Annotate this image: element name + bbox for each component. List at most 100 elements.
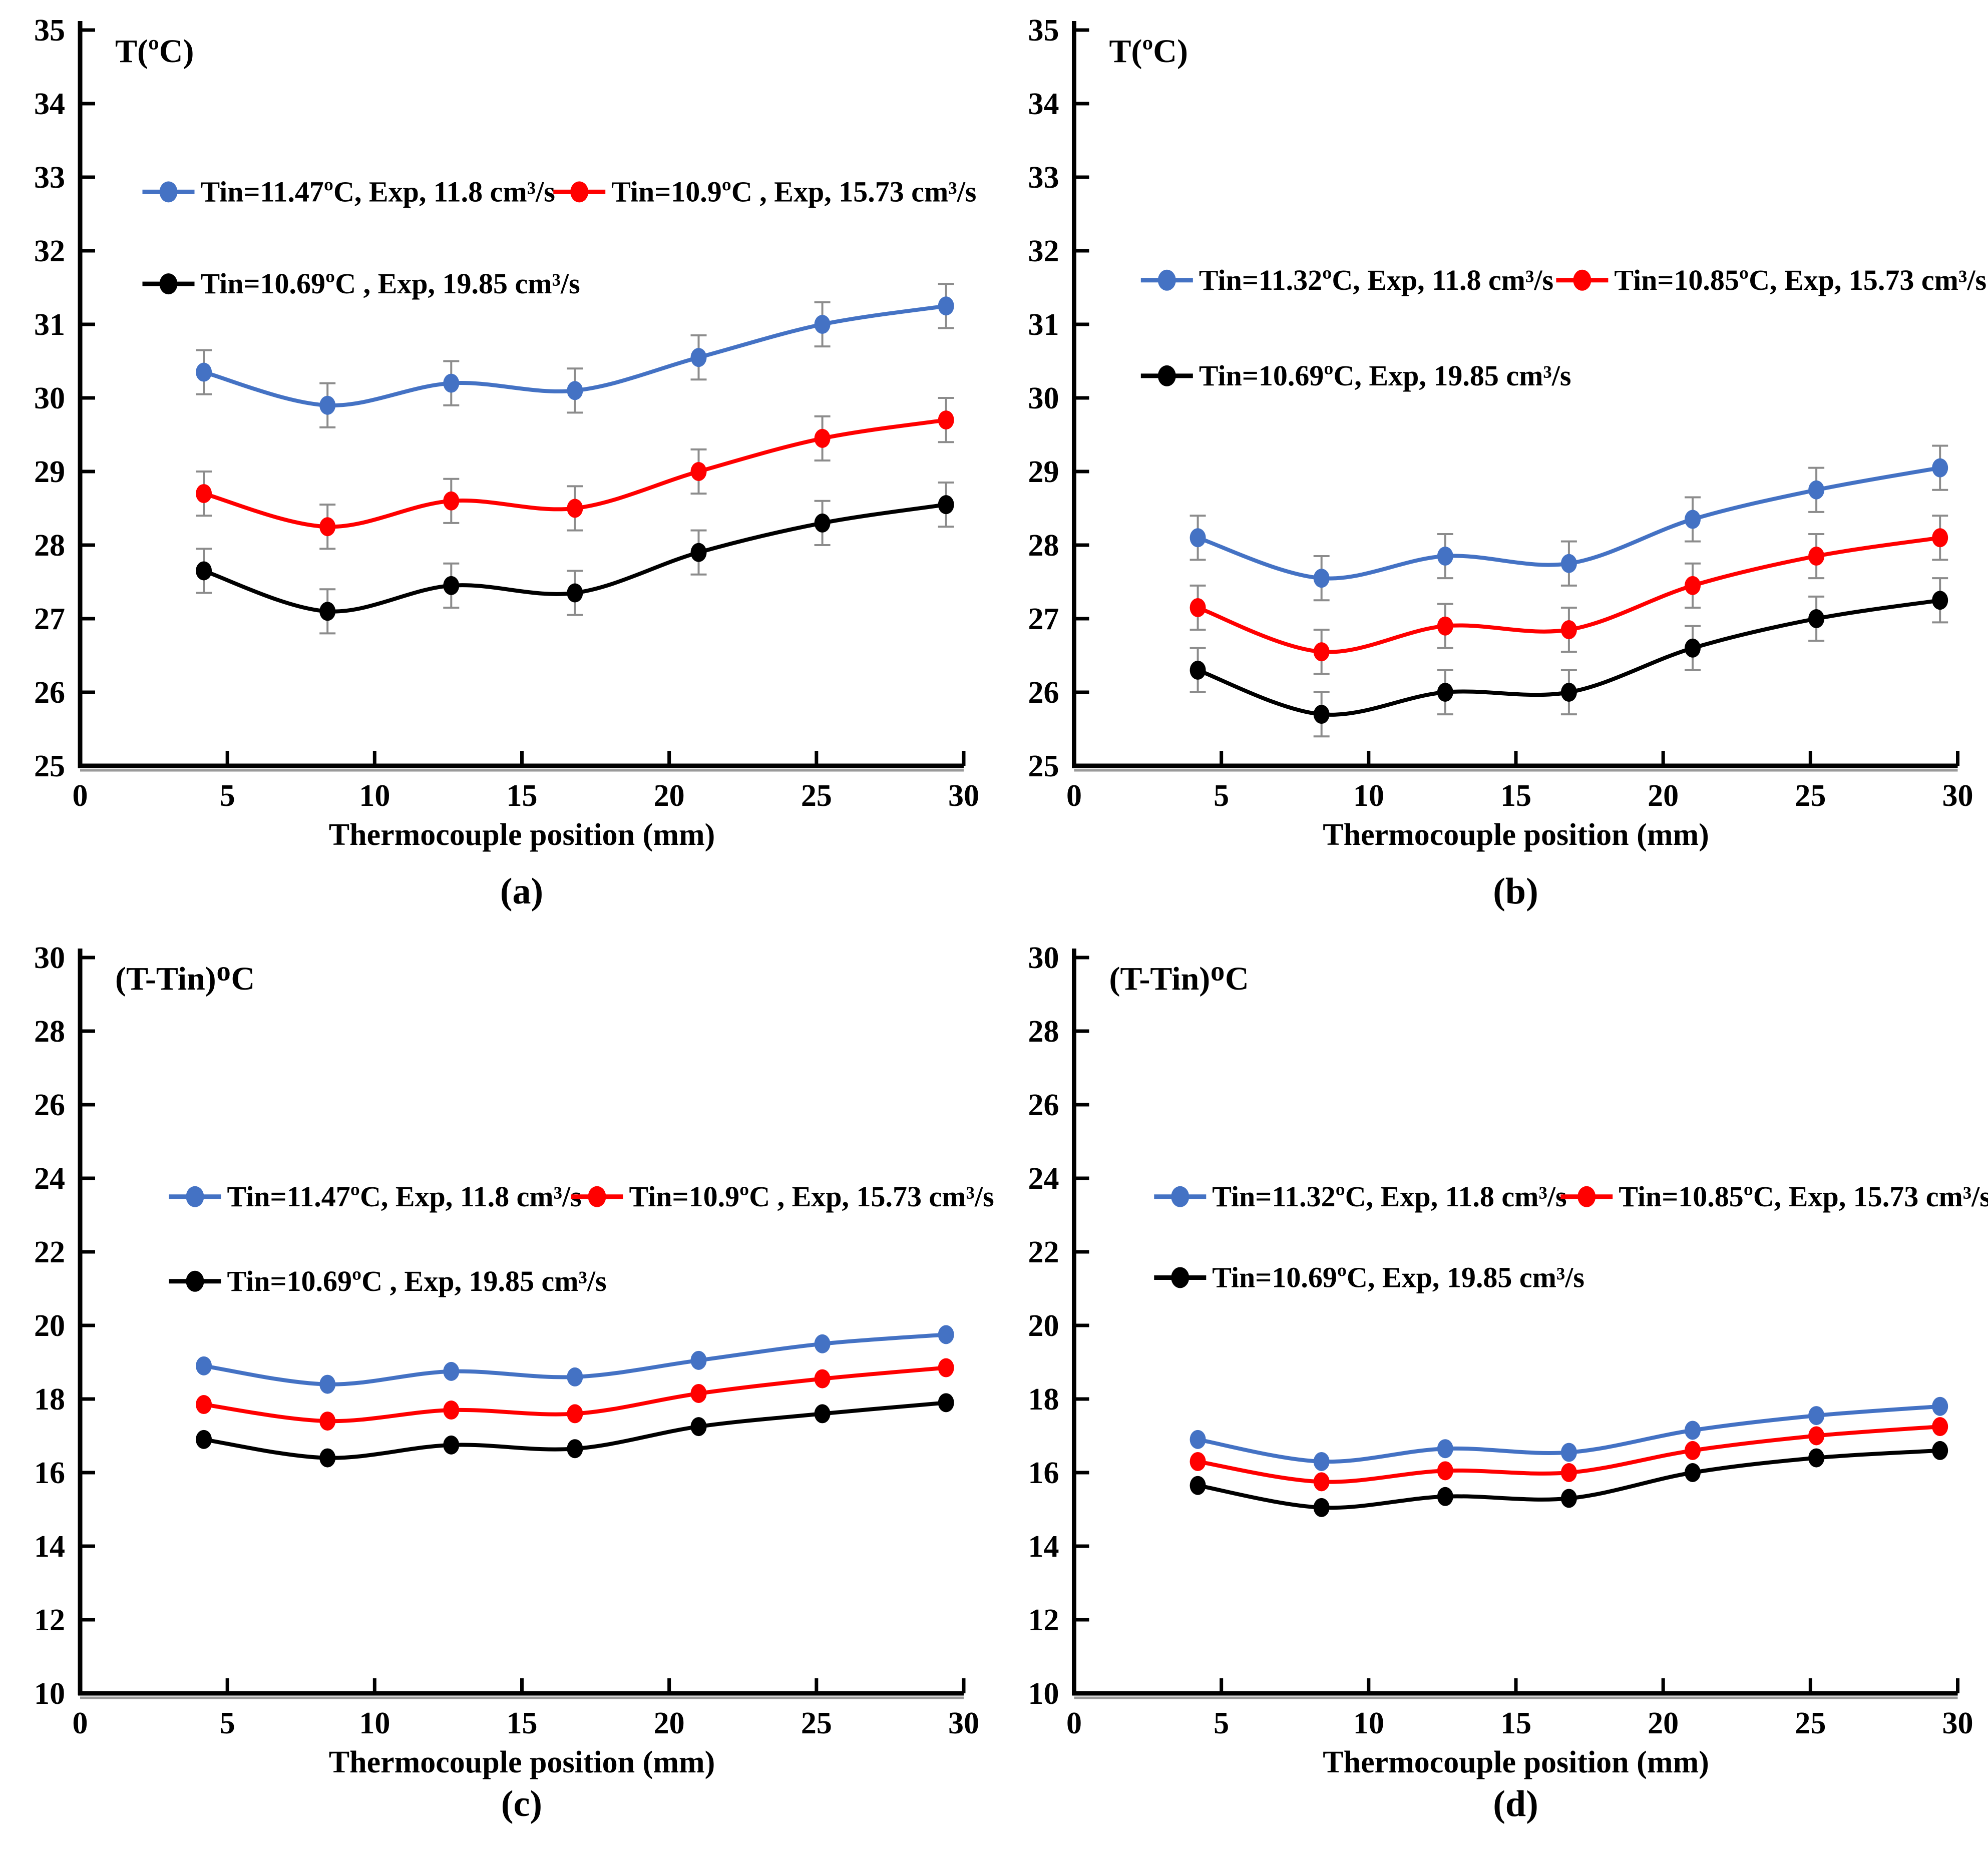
svg-text:24: 24 [1028, 1162, 1059, 1196]
svg-text:16: 16 [1028, 1456, 1059, 1490]
svg-text:30: 30 [34, 381, 65, 415]
svg-text:Tin=11.47ºC, Exp, 11.8 cm³/s: Tin=11.47ºC, Exp, 11.8 cm³/s [201, 175, 555, 208]
svg-text:5: 5 [1214, 1706, 1229, 1740]
svg-text:24: 24 [34, 1162, 65, 1196]
series-2 [196, 482, 954, 635]
svg-text:Tin=11.47ºC, Exp, 11.8 cm³/s: Tin=11.47ºC, Exp, 11.8 cm³/s [227, 1180, 581, 1213]
svg-text:25: 25 [1795, 1706, 1826, 1740]
svg-text:27: 27 [1028, 602, 1059, 636]
svg-text:28: 28 [34, 529, 65, 563]
svg-text:12: 12 [34, 1603, 65, 1637]
svg-text:0: 0 [73, 779, 88, 813]
svg-text:Tin=11.32ºC, Exp, 11.8 cm³/s: Tin=11.32ºC, Exp, 11.8 cm³/s [1212, 1180, 1566, 1213]
series-1 [196, 1358, 954, 1431]
panel-a: (a) 25 26 27 28 29 30 31 32 33 34 35 0 5 10 15 20 25 30 Th… [0, 0, 994, 928]
panel-a-caption: (a) [500, 871, 543, 912]
svg-text:0: 0 [73, 1706, 88, 1740]
svg-text:35: 35 [34, 14, 65, 48]
svg-text:22: 22 [1028, 1235, 1059, 1269]
series-1 [1189, 515, 1948, 675]
chart-d: (d) 10 12 14 16 18 20 22 24 26 28 30 0 5 10 15 20 25 30 Th… [1028, 941, 1988, 1824]
svg-text:10: 10 [359, 779, 390, 813]
x-axis-title: Thermocouple position (mm) [1323, 1745, 1709, 1779]
svg-text:0: 0 [1066, 1706, 1082, 1740]
svg-text:28: 28 [34, 1015, 65, 1049]
series-2 [1189, 1441, 1948, 1517]
series-2 [196, 1393, 954, 1468]
svg-text:Tin=10.85ºC, Exp, 15.73 cm³/s: Tin=10.85ºC, Exp, 15.73 cm³/s [1619, 1180, 1988, 1213]
y-axis-title: (T-Tin)ᴼC [115, 961, 255, 997]
svg-text:25: 25 [1795, 779, 1826, 813]
svg-text:5: 5 [220, 779, 235, 813]
chart-b: (b) 25 26 27 28 29 30 31 32 33 34 35 0 5 10 15 20 25 30 Th… [1028, 14, 1987, 912]
svg-text:31: 31 [34, 308, 65, 342]
legend: Tin=11.47ºC, Exp, 11.8 cm³/s Tin=10.9ºC ,… [169, 1180, 994, 1297]
svg-text:18: 18 [1028, 1382, 1059, 1417]
x-axis-title: Thermocouple position (mm) [329, 818, 715, 852]
svg-text:32: 32 [34, 234, 65, 268]
y-axis-title: (T-Tin)ᴼC [1109, 961, 1249, 997]
legend: Tin=11.32ºC, Exp, 11.8 cm³/s Tin=10.85ºC,… [1154, 1180, 1988, 1293]
svg-text:26: 26 [34, 1088, 65, 1122]
svg-text:15: 15 [507, 1706, 538, 1740]
svg-text:12: 12 [1028, 1603, 1059, 1637]
svg-text:20: 20 [654, 1706, 685, 1740]
series-2 [1189, 577, 1948, 738]
svg-text:26: 26 [1028, 1088, 1059, 1122]
svg-text:14: 14 [34, 1530, 65, 1564]
svg-text:25: 25 [801, 1706, 832, 1740]
svg-text:34: 34 [1028, 87, 1059, 121]
svg-text:Tin=10.9ºC , Exp, 15.73 cm³/s: Tin=10.9ºC , Exp, 15.73 cm³/s [629, 1180, 994, 1213]
svg-text:31: 31 [1028, 308, 1059, 342]
panel-d-caption: (d) [1493, 1783, 1538, 1824]
panel-b: (b) 25 26 27 28 29 30 31 32 33 34 35 0 5 10 15 20 25 30 Th… [994, 0, 1988, 928]
svg-text:Tin=10.69ºC , Exp, 19.85 cm³/s: Tin=10.69ºC , Exp, 19.85 cm³/s [201, 267, 580, 300]
svg-text:30: 30 [1942, 1706, 1973, 1740]
legend: Tin=11.47ºC, Exp, 11.8 cm³/s Tin=10.9ºC ,… [142, 175, 976, 300]
svg-text:Tin=10.69ºC , Exp, 19.85 cm³/s: Tin=10.69ºC , Exp, 19.85 cm³/s [227, 1265, 606, 1297]
svg-text:30: 30 [948, 1706, 979, 1740]
svg-text:10: 10 [34, 1677, 65, 1711]
svg-text:Tin=11.32ºC, Exp, 11.8 cm³/s: Tin=11.32ºC, Exp, 11.8 cm³/s [1199, 264, 1553, 296]
svg-text:10: 10 [1353, 779, 1384, 813]
svg-text:5: 5 [220, 1706, 235, 1740]
svg-text:10: 10 [1028, 1677, 1059, 1711]
legend: Tin=11.32ºC, Exp, 11.8 cm³/s Tin=10.85ºC,… [1140, 264, 1986, 392]
svg-text:15: 15 [1500, 1706, 1531, 1740]
svg-text:33: 33 [1028, 161, 1059, 195]
svg-text:Tin=10.9ºC , Exp, 15.73 cm³/s: Tin=10.9ºC , Exp, 15.73 cm³/s [611, 175, 976, 208]
svg-text:Tin=10.69ºC, Exp, 19.85 cm³/s: Tin=10.69ºC, Exp, 19.85 cm³/s [1212, 1261, 1584, 1293]
svg-text:29: 29 [34, 455, 65, 489]
svg-text:0: 0 [1066, 779, 1082, 813]
svg-text:20: 20 [1028, 1309, 1059, 1343]
svg-text:18: 18 [34, 1382, 65, 1417]
y-axis-title: T(ºC) [115, 33, 194, 70]
x-axis-title: Thermocouple position (mm) [329, 1745, 715, 1779]
svg-text:26: 26 [34, 676, 65, 710]
y-axis-title: T(ºC) [1109, 33, 1188, 70]
panel-c: (c) 10 12 14 16 18 20 22 24 26 28 30 0 5 10 15 20 25 30 Th… [0, 928, 994, 1855]
svg-text:30: 30 [948, 779, 979, 813]
panel-c-caption: (c) [501, 1783, 542, 1824]
svg-text:34: 34 [34, 87, 65, 121]
svg-text:26: 26 [1028, 676, 1059, 710]
svg-text:Tin=10.85ºC, Exp, 15.73 cm³/s: Tin=10.85ºC, Exp, 15.73 cm³/s [1614, 264, 1986, 296]
chart-a: (a) 25 26 27 28 29 30 31 32 33 34 35 0 5 10 15 20 25 30 Th… [34, 14, 979, 912]
svg-text:22: 22 [34, 1235, 65, 1269]
series-0 [1189, 1397, 1948, 1471]
series-1 [1189, 1417, 1948, 1492]
svg-text:5: 5 [1214, 779, 1229, 813]
panel-d: (d) 10 12 14 16 18 20 22 24 26 28 30 0 5 10 15 20 25 30 Th… [994, 928, 1988, 1855]
svg-text:28: 28 [1028, 529, 1059, 563]
svg-text:28: 28 [1028, 1015, 1059, 1049]
svg-text:15: 15 [1500, 779, 1531, 813]
series-0 [196, 283, 954, 428]
svg-text:30: 30 [1028, 941, 1059, 975]
svg-text:16: 16 [34, 1456, 65, 1490]
svg-text:32: 32 [1028, 234, 1059, 268]
series-0 [1189, 444, 1948, 602]
svg-text:25: 25 [1028, 749, 1059, 783]
svg-text:10: 10 [1353, 1706, 1384, 1740]
axes: 10 12 14 16 18 20 22 24 26 28 30 0 5 10 15 20 25 30 [1028, 941, 1973, 1740]
svg-text:35: 35 [1028, 14, 1059, 48]
